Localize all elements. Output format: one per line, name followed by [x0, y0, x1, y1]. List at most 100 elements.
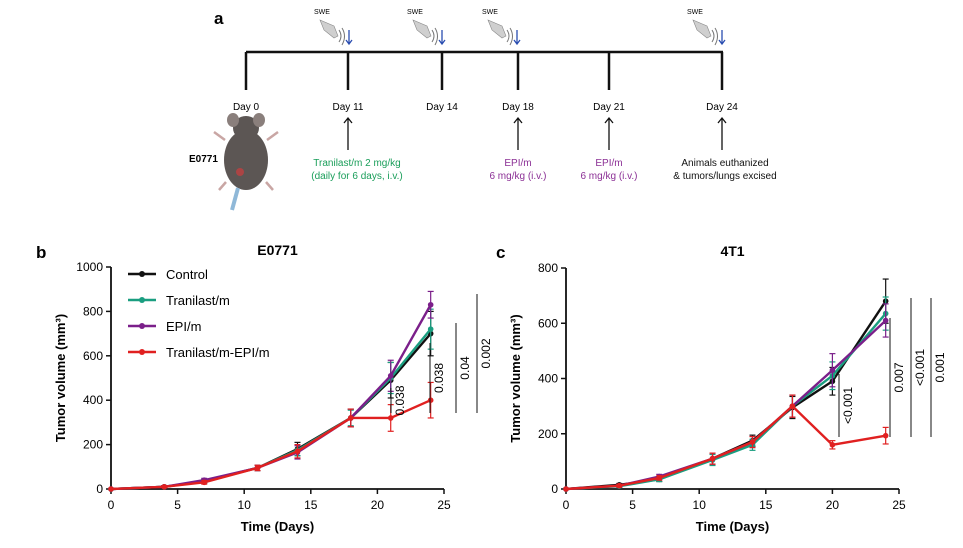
day-label-14: Day 14 — [426, 102, 458, 113]
y-axis-title: Tumor volume (mm³) — [53, 314, 68, 442]
x-tick-label: 5 — [174, 498, 181, 512]
x-tick-label: 0 — [108, 498, 115, 512]
y-tick-label: 200 — [538, 427, 558, 441]
sound-wave-icon — [506, 27, 513, 46]
series-tranilast-m-epi-m — [108, 381, 434, 492]
data-point — [201, 479, 208, 486]
legend: Control Tranilast/m EPI/m Tranilast/m-EPI/m — [128, 267, 270, 360]
x-tick-label: 25 — [437, 498, 451, 512]
y-tick-label: 1000 — [76, 260, 103, 274]
mouse-icon — [213, 113, 279, 211]
up-arrow-icon — [604, 116, 614, 150]
x-tick-label: 20 — [826, 498, 840, 512]
day-label-24: Day 24 — [706, 102, 738, 113]
data-point — [656, 475, 663, 481]
x-axis-title: Time (Days) — [696, 519, 769, 534]
data-point — [254, 465, 261, 471]
series-line — [565, 300, 887, 491]
day-label-0: Day 0 — [233, 102, 260, 113]
sound-wave-icon — [711, 27, 718, 46]
down-arrow-icon — [718, 30, 726, 46]
data-point — [563, 486, 569, 492]
legend-marker — [139, 323, 145, 329]
treatment-epi-day18-line1: EPI/m — [504, 158, 531, 169]
chart-title: 4T1 — [720, 243, 744, 259]
series-line — [565, 312, 887, 491]
panel-b-letter: b — [36, 243, 46, 262]
y-tick-label: 400 — [83, 393, 103, 407]
x-tick-label: 25 — [892, 498, 906, 512]
series-line — [565, 404, 886, 491]
p-value-label: 0.002 — [479, 338, 493, 368]
legend-label: Control — [166, 267, 208, 282]
data-point — [427, 397, 434, 404]
series-epi-m — [563, 303, 889, 492]
swe-label: SWE — [314, 9, 330, 16]
data-point — [709, 455, 716, 462]
p-value-label: 0.038 — [393, 385, 407, 415]
ultrasound-probe-icon — [319, 19, 339, 39]
swe-label: SWE — [482, 9, 498, 16]
swe-label: SWE — [687, 9, 703, 16]
ultrasound-probe-icon — [692, 19, 712, 39]
data-point — [347, 415, 354, 421]
up-arrow-icon — [717, 116, 727, 150]
data-point — [161, 483, 168, 490]
treatment-epi-day21-line1: EPI/m — [595, 158, 622, 169]
sound-wave-icon — [431, 27, 438, 46]
x-tick-label: 20 — [371, 498, 385, 512]
ultrasound-probe-icon — [412, 19, 432, 39]
day-label-18: Day 18 — [502, 102, 534, 113]
data-point — [294, 448, 301, 455]
data-point — [882, 432, 889, 439]
series-line — [110, 328, 432, 491]
sound-wave-icon — [338, 27, 345, 46]
series-control — [108, 310, 434, 492]
data-point — [829, 442, 836, 448]
p-value-label: 0.007 — [892, 362, 906, 392]
up-arrow-icon — [513, 116, 523, 150]
series-line — [565, 319, 887, 491]
series-tranilast-m — [563, 296, 889, 492]
y-tick-label: 0 — [96, 482, 103, 496]
data-point — [387, 372, 394, 379]
treatment-epi-day21-line2: 6 mg/kg (i.v.) — [580, 171, 637, 182]
y-axis-title: Tumor volume (mm³) — [508, 314, 523, 442]
panel-c-letter: c — [496, 243, 505, 262]
p-value-label: 0.001 — [933, 352, 947, 382]
p-value-label: <0.001 — [913, 349, 927, 386]
legend-marker — [139, 349, 145, 355]
y-tick-label: 0 — [551, 482, 558, 496]
up-arrow-icon — [343, 116, 353, 150]
x-tick-label: 5 — [629, 498, 636, 512]
down-arrow-icon — [345, 30, 353, 46]
data-point — [108, 486, 114, 492]
endpoint-line2: & tumors/lungs excised — [673, 171, 776, 182]
timeline-day-ticks — [244, 52, 724, 90]
swe-probe-day-24: SWE — [687, 9, 726, 46]
treatment-tranilast-line1: Tranilast/m 2 mg/kg — [313, 158, 400, 169]
swe-probe-day-11: SWE — [314, 9, 353, 46]
series-tranilast-m — [108, 308, 434, 492]
series-tranilast-m-epi-m — [563, 394, 889, 492]
chart-e0771: E0771 0 200 400 600 800 1000 0 5 10 15 20 25 Time (Da… — [53, 242, 493, 534]
legend-marker — [139, 271, 145, 277]
y-tick-label: 400 — [538, 372, 558, 386]
data-point — [882, 317, 889, 324]
swe-probe-day-14: SWE — [407, 9, 446, 46]
legend-label: EPI/m — [166, 319, 201, 334]
treatment-tranilast-line2: (daily for 6 days, i.v.) — [311, 171, 403, 182]
day-label-21: Day 21 — [593, 102, 625, 113]
chart-4t1: 4T1 0 200 400 600 800 0 5 10 15 20 25 Time (Days) Tum… — [508, 243, 947, 534]
swe-probe-day-18: SWE — [482, 9, 521, 46]
day-label-11: Day 11 — [333, 102, 364, 113]
down-arrow-icon — [513, 30, 521, 46]
mouse-model-label: E0771 — [189, 154, 218, 165]
x-tick-label: 15 — [304, 498, 318, 512]
swe-label: SWE — [407, 9, 423, 16]
series-control — [563, 278, 889, 492]
p-value-label: <0.001 — [841, 387, 855, 424]
data-point — [427, 326, 434, 332]
legend-label: Tranilast/m — [166, 293, 230, 308]
p-value-label: 0.04 — [458, 356, 472, 380]
